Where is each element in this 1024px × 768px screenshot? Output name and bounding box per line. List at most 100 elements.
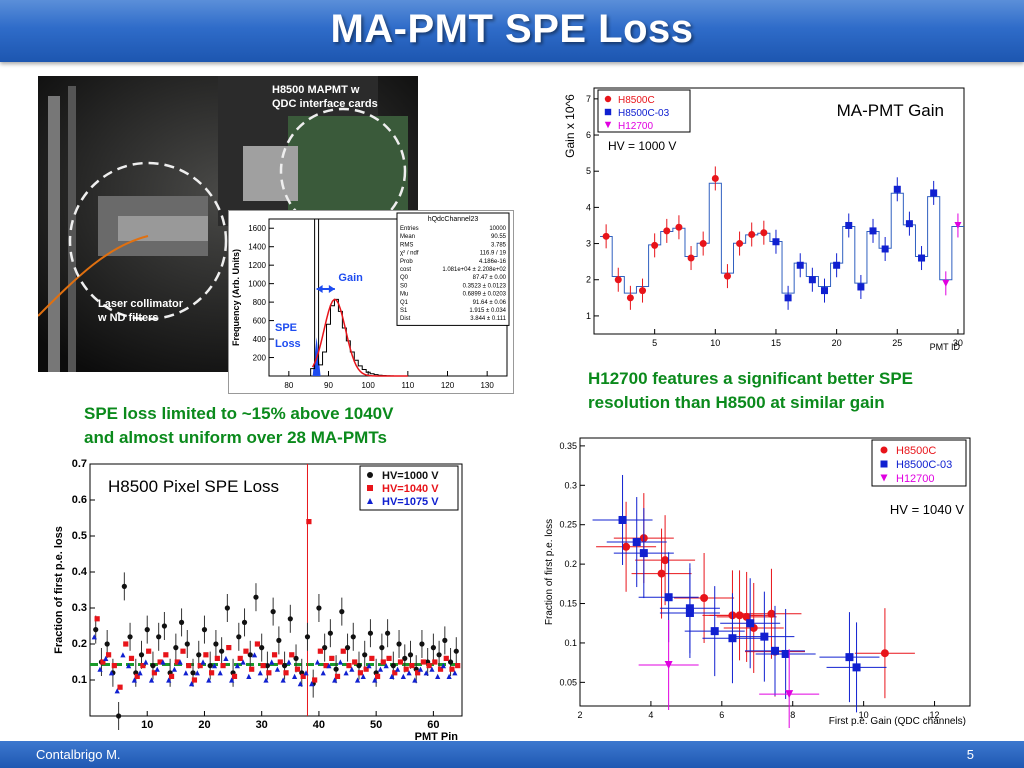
pixel-point (274, 666, 281, 672)
pixel-point (266, 670, 272, 676)
pixel-point (247, 652, 253, 658)
pixel-point (304, 634, 311, 640)
pixel-point (406, 670, 412, 676)
gain-point (942, 279, 950, 287)
pixel-point (453, 648, 459, 654)
pixel-legend-label: HV=1040 V (382, 483, 439, 495)
pixel-point (297, 681, 303, 687)
lvg-point (664, 661, 673, 670)
pixel-point (442, 637, 448, 643)
pixel-point (389, 673, 395, 679)
pixel-point (452, 670, 458, 676)
pixel-point (344, 645, 351, 651)
pixel-point (237, 655, 243, 661)
pixel-point (312, 677, 318, 683)
pixel-point (380, 659, 386, 665)
pixel-point (186, 663, 192, 669)
pixel-point (143, 659, 149, 665)
x-tick-label: 6 (719, 710, 724, 720)
pixel-point (116, 713, 122, 719)
lvg-point (639, 549, 648, 558)
pixel-point (134, 673, 140, 679)
pixel-point (435, 673, 441, 679)
gain-point (820, 287, 828, 295)
stats-value: 4.186e-16 (479, 259, 507, 265)
pixel-point (140, 663, 146, 669)
pixel-point (340, 648, 346, 654)
loss-vs-gain-chart: 2 4 6 8 10 12 0.05 0.1 0.15 0.2 0.25 0.3 0.35 Fractio… (540, 430, 976, 740)
y-tick-label: 0.25 (559, 520, 577, 530)
gain-point (736, 240, 744, 248)
pixel-point (138, 652, 145, 658)
pixel-point (447, 659, 454, 665)
pixel-point (432, 659, 438, 665)
stats-key: Mean (400, 234, 415, 240)
lvg-legend-marker (880, 446, 888, 454)
x-tick-label: 2 (577, 710, 582, 720)
pixel-point (114, 688, 120, 694)
pixel-point (369, 655, 375, 661)
pixel-point (123, 641, 129, 647)
pixel-point (437, 666, 444, 672)
lvg-point (657, 569, 666, 578)
pixel-point (350, 634, 356, 640)
pixel-point (146, 648, 152, 654)
pixel-point (303, 670, 309, 676)
gain-point (699, 240, 707, 248)
stats-key: Q1 (400, 300, 409, 306)
y-tick-label: 0.1 (72, 674, 87, 686)
pixel-point (317, 648, 323, 654)
gain-legend-marker (604, 108, 612, 116)
gain-point (760, 229, 768, 237)
gain-point (784, 294, 792, 302)
y-tick-label: 0.3 (72, 602, 87, 614)
lvg-point (735, 611, 744, 620)
pixel-point (309, 681, 315, 687)
gain-legend-label: H12700 (618, 121, 653, 132)
y-tick-label: 0.3 (564, 480, 577, 490)
pixel-point (420, 659, 426, 665)
pixel-point (383, 663, 389, 669)
pixel-point (430, 645, 436, 651)
pixel-point (131, 677, 137, 683)
lvg-point (618, 515, 627, 524)
pixel-point (276, 637, 282, 643)
pixel-point (366, 663, 372, 669)
pixel-point (236, 634, 242, 640)
pixel-point (111, 663, 117, 669)
stats-value: 1.915 ± 0.034 (469, 308, 506, 314)
laser-label-line-1: Laser collimator (98, 298, 183, 310)
pixel-point (264, 663, 271, 669)
stats-key: Entries (400, 226, 419, 232)
y-tick-label: 1 (586, 311, 591, 321)
pixel-point (449, 666, 455, 672)
pixel-point (356, 663, 362, 669)
pixel-point (253, 594, 259, 600)
lvg-ylabel: Fraction of first p.e. loss (544, 519, 555, 625)
x-tick-label: 80 (284, 381, 293, 390)
stats-value: 87.47 ± 0.00 (473, 275, 507, 281)
gain-annotation: Gain (338, 272, 363, 284)
lvg-point (785, 690, 794, 699)
pixel-point (402, 655, 408, 661)
pixel-point (357, 670, 364, 676)
pixel-point (157, 659, 163, 665)
gain-point (772, 238, 780, 246)
pixel-point (180, 648, 186, 654)
pixel-point (224, 605, 230, 611)
pixel-point (191, 677, 198, 683)
lvg-point (632, 538, 641, 547)
x-tick-label: 25 (892, 338, 902, 348)
stats-value: 3.785 (491, 242, 507, 248)
y-tick-label: 3 (586, 239, 591, 249)
y-tick-label: 1000 (248, 280, 266, 289)
pixel-point (219, 648, 225, 654)
pixel-point (281, 663, 288, 669)
pixel-legend-label: HV=1075 V (382, 496, 439, 508)
stats-key: RMS (400, 242, 413, 248)
lvg-point (760, 632, 769, 641)
pixel-legend-marker (367, 472, 373, 478)
pixel-point (372, 677, 378, 683)
mapmt-label-line-2: QDC interface cards (272, 98, 378, 110)
y-tick-label: 800 (253, 298, 267, 307)
